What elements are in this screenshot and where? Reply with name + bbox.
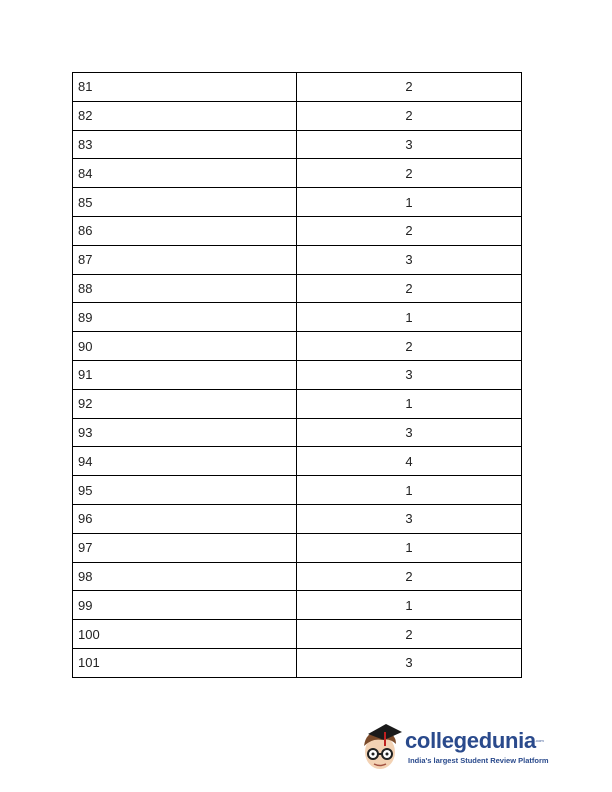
row-value-cell: 2 [296, 561, 522, 592]
row-value-cell: 1 [296, 187, 522, 217]
row-value-cell: 2 [296, 273, 522, 304]
row-label-cell: 84 [72, 158, 297, 189]
table-row: 94 4 [72, 446, 522, 477]
table-body: 81 2 82 2 83 3 84 2 85 1 86 2 87 3 88 2 89 1 90 2 91 3 92 1 93 3 9… [72, 72, 522, 678]
table-row: 81 2 [72, 72, 522, 102]
table-row: 83 3 [72, 129, 522, 160]
table-row: 82 2 [72, 100, 522, 131]
row-label-cell: 95 [72, 475, 297, 505]
row-value-cell: 1 [296, 590, 522, 621]
row-value-cell: 3 [296, 244, 522, 275]
table-row: 96 3 [72, 503, 522, 534]
table-row: 100 2 [72, 619, 522, 649]
data-table: 81 2 82 2 83 3 84 2 85 1 86 2 87 3 88 2 89 1 90 2 91 3 92 1 93 3 9… [72, 72, 522, 678]
row-label-cell: 90 [72, 331, 297, 361]
row-label-cell: 97 [72, 532, 297, 563]
row-label-cell: 96 [72, 503, 297, 534]
row-value-cell: 2 [296, 619, 522, 649]
row-value-cell: 3 [296, 503, 522, 534]
row-value-cell: 1 [296, 475, 522, 505]
row-value-cell: 3 [296, 359, 522, 390]
table-row: 87 3 [72, 244, 522, 275]
row-value-cell: 3 [296, 417, 522, 448]
row-label-cell: 83 [72, 129, 297, 160]
table-row: 91 3 [72, 359, 522, 390]
row-value-cell: 2 [296, 72, 522, 102]
row-label-cell: 91 [72, 359, 297, 390]
row-value-cell: 1 [296, 532, 522, 563]
row-label-cell: 87 [72, 244, 297, 275]
table-row: 89 1 [72, 302, 522, 333]
table-row: 90 2 [72, 331, 522, 361]
table-row: 99 1 [72, 590, 522, 621]
row-label-cell: 99 [72, 590, 297, 621]
row-value-cell: 2 [296, 158, 522, 189]
table-row: 86 2 [72, 215, 522, 246]
brand-tagline: India's largest Student Review Platform [408, 756, 549, 765]
row-value-cell: 4 [296, 446, 522, 477]
row-value-cell: 2 [296, 215, 522, 246]
row-label-cell: 98 [72, 561, 297, 592]
mascot-icon [364, 724, 402, 769]
table-row: 93 3 [72, 417, 522, 448]
row-value-cell: 2 [296, 100, 522, 131]
table-row: 101 3 [72, 647, 522, 678]
row-value-cell: 3 [296, 129, 522, 160]
row-label-cell: 92 [72, 388, 297, 419]
collegedunia-logo: collegedunia .com India's largest Studen… [360, 722, 550, 772]
table-row: 98 2 [72, 561, 522, 592]
row-label-cell: 86 [72, 215, 297, 246]
row-label-cell: 81 [72, 72, 297, 102]
brand-domain: .com [535, 738, 544, 743]
table-row: 85 1 [72, 187, 522, 217]
row-label-cell: 82 [72, 100, 297, 131]
table-row: 95 1 [72, 475, 522, 505]
row-label-cell: 85 [72, 187, 297, 217]
brand-name: collegedunia [405, 728, 536, 753]
row-label-cell: 89 [72, 302, 297, 333]
table-row: 97 1 [72, 532, 522, 563]
row-label-cell: 93 [72, 417, 297, 448]
row-label-cell: 101 [72, 647, 297, 678]
table-row: 88 2 [72, 273, 522, 304]
row-value-cell: 1 [296, 388, 522, 419]
row-value-cell: 3 [296, 647, 522, 678]
row-value-cell: 1 [296, 302, 522, 333]
table-row: 92 1 [72, 388, 522, 419]
row-label-cell: 88 [72, 273, 297, 304]
row-label-cell: 94 [72, 446, 297, 477]
table-row: 84 2 [72, 158, 522, 189]
row-value-cell: 2 [296, 331, 522, 361]
row-label-cell: 100 [72, 619, 297, 649]
